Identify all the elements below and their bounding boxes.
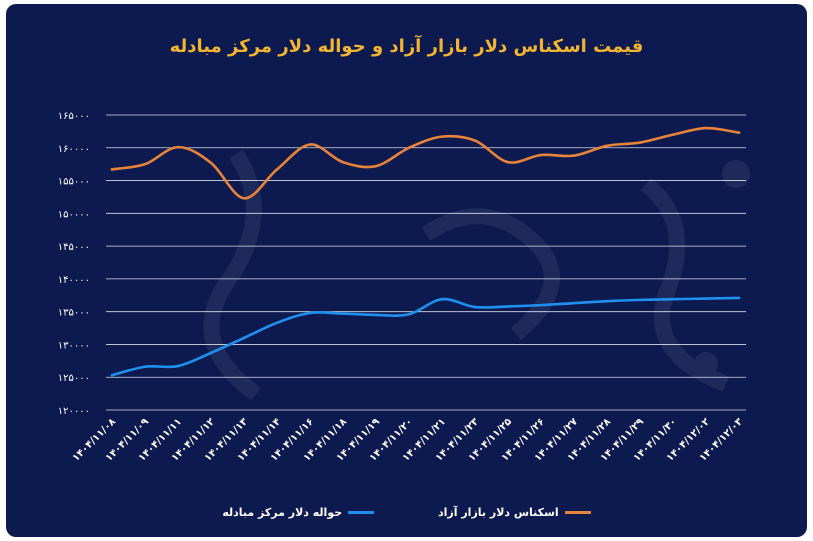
series-0-point-15 <box>605 144 609 148</box>
series-1-point-12 <box>506 305 510 308</box>
chart-legend: اسکناس دلار بازار آزاد حواله دلار مرکز م… <box>6 504 807 519</box>
y-tick-label-4: ۱۴۰۰۰۰ <box>58 275 90 286</box>
series-1-point-0 <box>110 373 114 377</box>
series-1-point-16 <box>638 298 642 302</box>
series-0-point-19 <box>737 131 741 134</box>
legend-item-free-market: اسکناس دلار بازار آزاد <box>438 506 591 519</box>
series-0-point-4 <box>242 196 246 200</box>
y-tick-label-5: ۱۴۵۰۰۰ <box>58 242 90 253</box>
series-1-point-19 <box>737 296 741 300</box>
series-1-point-11 <box>473 305 477 309</box>
y-tick-label-7: ۱۵۵۰۰۰ <box>58 177 90 188</box>
series-0-point-1 <box>143 162 147 166</box>
y-tick-label-1: ۱۲۵۰۰۰ <box>58 373 90 384</box>
series-1-point-1 <box>143 365 147 369</box>
series-0-point-7 <box>341 160 345 164</box>
y-tick-label-2: ۱۳۰۰۰۰ <box>58 340 90 351</box>
series-0-point-10 <box>440 135 444 138</box>
series-1-point-18 <box>704 297 708 300</box>
series-0-point-14 <box>572 154 576 157</box>
series-1-point-2 <box>176 364 180 368</box>
watermark <box>203 149 750 401</box>
series-0-point-9 <box>407 146 411 150</box>
series-0-point-8 <box>374 164 378 168</box>
series-1-point-10 <box>440 297 444 301</box>
series-0-point-2 <box>176 145 180 149</box>
chart-title: قیمت اسکناس دلار بازار آزاد و حواله دلار… <box>169 36 644 57</box>
y-tick-label-9: ۱۶۵۰۰۰ <box>58 111 90 122</box>
series-0-point-17 <box>671 133 675 136</box>
series-1-point-4 <box>242 336 246 340</box>
series-line-0 <box>110 126 741 200</box>
series-1-point-9 <box>407 312 411 316</box>
series-0-point-3 <box>209 161 213 165</box>
chart-plot: ۱۲۰۰۰۰ ۱۲۵۰۰۰ ۱۳۰۰۰۰ ۱۳۵۰۰۰ ۱۴۰۰۰۰ ۱۴۵۰۰۰ ۱۵۰۰… <box>58 111 750 464</box>
legend-swatch-exchange-center <box>348 511 375 514</box>
series-0-point-16 <box>638 141 642 144</box>
series-0-point-12 <box>506 160 510 164</box>
y-tick-label-3: ۱۳۵۰۰۰ <box>58 308 90 319</box>
y-tick-label-8: ۱۶۰۰۰۰ <box>58 144 90 155</box>
series-0-point-11 <box>473 139 477 142</box>
legend-item-exchange-center: حواله دلار مرکز مبادله <box>222 506 375 519</box>
y-tick-label-0: ۱۲۰۰۰۰ <box>58 406 90 417</box>
series-line-1 <box>110 296 741 377</box>
series-1-point-3 <box>209 351 213 355</box>
series-1-point-8 <box>374 313 378 317</box>
series-1-point-5 <box>275 321 279 325</box>
series-0-point-0 <box>110 168 114 171</box>
series-0-point-13 <box>539 153 543 157</box>
series-1-point-17 <box>671 297 675 301</box>
series-1-point-15 <box>605 299 609 303</box>
series-1-point-14 <box>572 301 576 305</box>
series-1-point-7 <box>341 312 345 315</box>
series-1-point-13 <box>539 303 543 307</box>
series-0-point-5 <box>275 168 279 171</box>
chart-frame: قیمت اسکناس دلار بازار آزاد و حواله دلار… <box>6 4 807 537</box>
series-0-point-6 <box>308 143 312 146</box>
legend-label-exchange-center: حواله دلار مرکز مبادله <box>222 506 343 519</box>
y-tick-label-6: ۱۵۰۰۰۰ <box>58 209 90 220</box>
legend-swatch-free-market <box>564 511 591 514</box>
series-0-point-18 <box>704 126 708 130</box>
series-1-point-6 <box>308 311 312 315</box>
legend-label-free-market: اسکناس دلار بازار آزاد <box>438 506 559 519</box>
